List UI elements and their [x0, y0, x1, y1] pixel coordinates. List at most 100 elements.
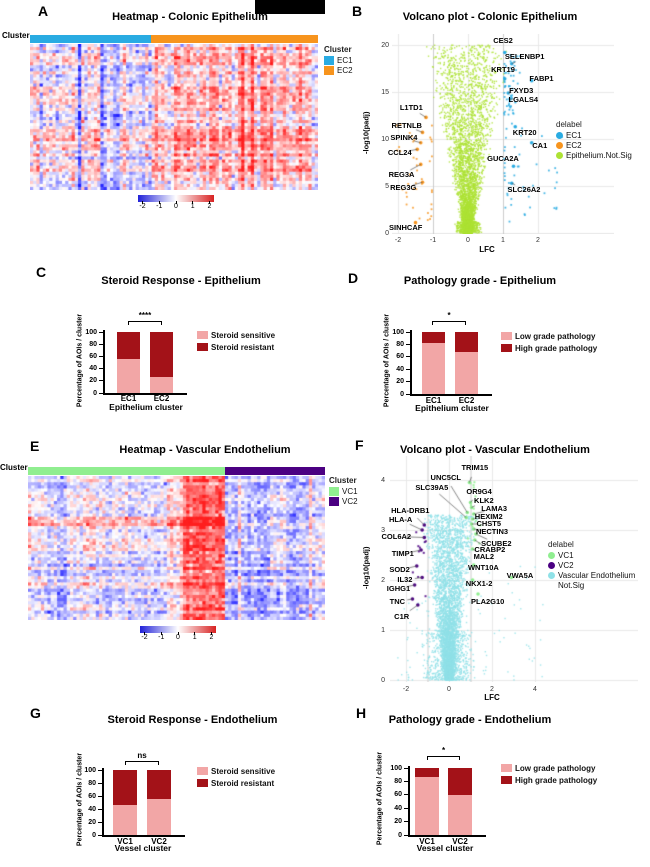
gene-label-CHST5: CHST5: [476, 519, 502, 528]
colorbar-tickmark: [210, 632, 212, 635]
legend-item-VC1: VC1: [329, 487, 358, 496]
panel-g-x-axis-label: Vessel cluster: [114, 843, 172, 853]
legend-label: Steroid sensitive: [211, 767, 276, 776]
y-tickmark: [406, 381, 410, 383]
gene-label-SPINK4: SPINK4: [390, 133, 418, 143]
colorbar-tick-label: 2: [207, 203, 212, 210]
bar-segment-EC2-Steroid-sensitive: [150, 376, 173, 393]
legend-label: Epithelium.Not.Sig: [566, 151, 632, 161]
panel-b-legend: delabel EC1 EC2 Epithelium.Not.Sig: [556, 120, 650, 162]
gene-label-PLA2G10: PLA2G10: [471, 596, 505, 606]
colorbar-tick-label: 2: [209, 634, 214, 641]
bar-segment-VC2-Steroid-sensitive: [147, 798, 171, 835]
legend-item-EC1: EC1: [556, 131, 650, 140]
legend-item-Low-grade-pathology: Low grade pathology: [501, 332, 597, 341]
gene-label-CRABP2: CRABP2: [474, 545, 506, 554]
bar-segment-EC1-Low-grade-pathology: [422, 343, 445, 394]
panel-e-cluster-bar: [28, 467, 325, 475]
legend-item-EC2: EC2: [324, 66, 353, 76]
bar-segment-VC1-Low-grade-pathology: [415, 777, 439, 835]
y-tick-label: 60: [89, 352, 97, 360]
y-tickmark: [99, 368, 103, 370]
legend-swatch: [197, 343, 208, 352]
significance-label: ns: [137, 751, 147, 760]
colorbar-tick-label: -1: [156, 203, 163, 210]
legend-swatch: [501, 764, 512, 772]
gene-label-VWA5A: VWA5A: [506, 571, 534, 580]
legend-label: VC2: [342, 497, 358, 507]
y-tickmark: [98, 769, 102, 771]
y-tickmark: [99, 343, 103, 345]
gene-label-TRIM15: TRIM15: [461, 462, 489, 472]
y-tick-label: 60: [394, 791, 402, 799]
cluster-bar-segment-VC2: [224, 467, 325, 475]
panel-c-x-axis: [103, 393, 187, 395]
y-tick-label: 100: [85, 328, 97, 336]
colorbar-tickmark: [142, 201, 144, 204]
bar-segment-EC1-High-grade-pathology: [422, 332, 445, 344]
gene-label-KRT19: KRT19: [491, 65, 515, 75]
bar-category-label: EC2: [458, 396, 475, 405]
y-tick-label: 5: [385, 182, 389, 190]
colorbar-tick-label: 1: [192, 634, 197, 641]
sig-bracket-top: [427, 756, 460, 757]
y-tick-label: 100: [392, 328, 404, 336]
panel-h-letter: H: [356, 705, 367, 721]
panel-g-x-axis: [102, 835, 185, 837]
panel-b-title: Volcano plot - Colonic Epithelium: [402, 11, 578, 23]
legend-label: Steroid resistant: [211, 343, 275, 353]
y-tickmark: [99, 392, 103, 394]
legend-dot: [556, 132, 563, 139]
sig-bracket-right: [158, 761, 159, 765]
y-tickmark: [99, 331, 103, 333]
panel-a-legend: Cluster EC1 EC2: [324, 45, 353, 76]
colorbar-tick-label: 0: [174, 203, 178, 210]
gene-label-COL6A2: COL6A2: [381, 531, 412, 541]
y-tick-label: 0: [385, 229, 389, 237]
y-tick-label: 80: [89, 340, 97, 348]
y-tick-label: 20: [394, 818, 402, 826]
panel-e-legend: Cluster VC1 VC2: [329, 476, 358, 507]
y-tickmark: [406, 331, 410, 333]
redaction-bar: [255, 0, 325, 14]
gene-label-SLC26A2: SLC26A2: [507, 184, 541, 194]
panel-c-y-axis: [103, 330, 105, 393]
x-tick-label: 2: [536, 237, 540, 244]
panel-f-letter: F: [355, 437, 364, 453]
legend-item-Steroid-sensitive: Steroid sensitive: [197, 331, 275, 340]
gene-label-HEXIM2: HEXIM2: [474, 512, 503, 521]
gene-label-UNC5CL: UNC5CL: [430, 472, 461, 482]
bar-category-label: VC1: [419, 837, 435, 846]
legend-item-Steroid-resistant: Steroid resistant: [197, 343, 275, 352]
bar-segment-VC2-Low-grade-pathology: [448, 794, 472, 835]
sig-bracket-right: [459, 756, 460, 760]
gene-label-LAMA3: LAMA3: [481, 504, 508, 513]
bar-category-label: EC1: [120, 394, 137, 403]
legend-dot: [556, 152, 563, 160]
x-tick-label: 1: [501, 237, 505, 244]
colorbar-tick-label: -1: [158, 634, 165, 641]
y-tick-label: 3: [381, 526, 385, 534]
x-tick-label: -1: [429, 237, 437, 244]
significance-label: *: [441, 746, 446, 755]
panel-a-legend-title: Cluster: [324, 45, 352, 54]
panel-e-title: Heatmap - Vascular Endothelium: [119, 444, 291, 456]
panel-f-legend: delabel VC1 VC2 Vascular Endothelium Not.Si…: [548, 540, 644, 591]
sig-bracket-top: [432, 321, 466, 322]
bar-category-label: EC1: [425, 396, 442, 405]
bar-segment-EC1-Steroid-sensitive: [117, 359, 140, 393]
gene-label-NECTIN3: NECTIN3: [475, 526, 509, 536]
colorbar-tickmark: [177, 632, 179, 635]
bar-category-label: EC2: [153, 394, 170, 403]
legend-item-VC2: VC2: [548, 561, 644, 570]
gene-label-KLK2: KLK2: [474, 496, 494, 505]
legend-item-Epithelium-Not-Sig: Epithelium.Not.Sig: [556, 151, 650, 160]
y-tick-label: 40: [88, 805, 96, 813]
y-tick-label: 100: [84, 766, 96, 774]
legend-dot: [548, 552, 555, 559]
legend-item-High-grade-pathology: High grade pathology: [501, 776, 597, 785]
panel-e-legend-title: Cluster: [329, 476, 357, 485]
y-tickmark: [98, 795, 102, 797]
panel-h-y-axis: [408, 766, 410, 835]
